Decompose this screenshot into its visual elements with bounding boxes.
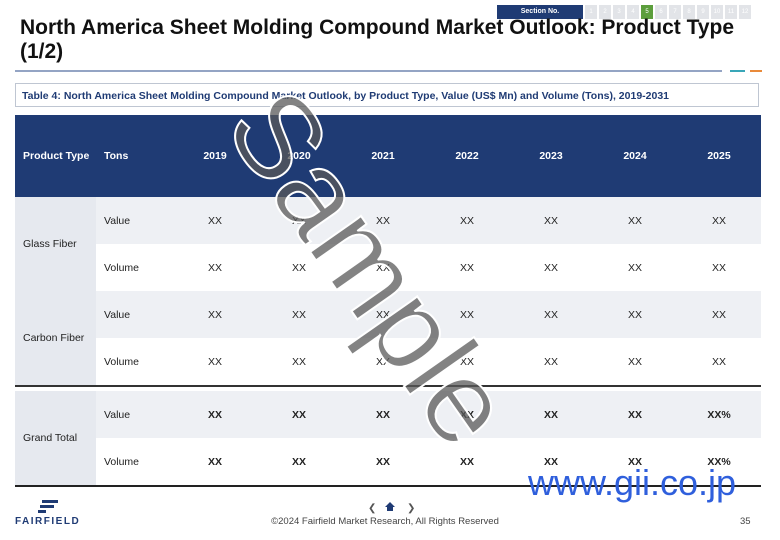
table-cell: XX — [711, 214, 726, 227]
group-cell: Grand Total — [15, 391, 96, 485]
table-cell: XX — [207, 261, 222, 274]
table-cell: XX — [291, 261, 306, 274]
group-cell: Glass Fiber — [15, 197, 96, 291]
table-cell: XX — [627, 355, 642, 368]
table-cell: XX — [543, 214, 558, 227]
table-bottom — [15, 485, 761, 487]
table-cell: XX — [711, 261, 726, 274]
table-cell: XX — [375, 261, 390, 274]
table-cell: XX — [459, 261, 474, 274]
table-cell: XX — [291, 214, 306, 227]
table-cell: XX% — [707, 455, 731, 468]
table-cell: XX — [291, 455, 306, 468]
table-caption: Table 4: North America Sheet Molding Com… — [15, 83, 759, 107]
table-cell: XX — [207, 308, 222, 321]
section-number: 1 — [585, 5, 597, 19]
group-cell: Carbon Fiber — [15, 291, 96, 385]
table-cell: Volume — [104, 261, 140, 274]
table-cell: XX — [543, 261, 558, 274]
section-number: 6 — [655, 5, 667, 19]
table-cell: Value — [104, 214, 131, 227]
row-bg — [96, 291, 761, 338]
header-row — [15, 115, 761, 197]
table-cell: XX — [207, 214, 222, 227]
separator — [15, 385, 761, 387]
section-number: 7 — [669, 5, 681, 19]
header-cell: 2023 — [539, 150, 563, 162]
table-cell: XX — [543, 355, 558, 368]
table-cell: Value — [104, 408, 131, 421]
row-bg — [96, 197, 761, 244]
header-cell: 2025 — [707, 150, 731, 162]
table-cell: XX — [543, 308, 558, 321]
table-cell: XX — [543, 455, 558, 468]
table-cell: XX — [291, 308, 306, 321]
header-cell: Tons — [104, 150, 129, 162]
table-cell: XX — [375, 355, 390, 368]
table-cell: XX — [627, 308, 642, 321]
section-number: 3 — [613, 5, 625, 19]
table-cell: XX — [375, 214, 390, 227]
slide-title: North America Sheet Molding Compound Mar… — [20, 16, 735, 63]
header-cell: Product Type — [23, 150, 90, 162]
section-label: Section No. — [497, 5, 583, 19]
page-number: 35 — [740, 516, 751, 527]
header-cell: 2021 — [371, 150, 395, 162]
table-cell: XX — [291, 408, 306, 421]
table-cell: XX — [375, 455, 390, 468]
table-cell: XX — [459, 355, 474, 368]
table-cell: XX — [711, 308, 726, 321]
section-number: 11 — [725, 5, 737, 19]
table-cell: XX — [459, 408, 474, 421]
table-cell: XX — [375, 308, 390, 321]
section-number: 8 — [683, 5, 695, 19]
section-bar: Section No. 1 2 3 4 5 6 7 8 9 10 11 12 — [497, 5, 751, 19]
section-number: 9 — [697, 5, 709, 19]
svg-text:❯: ❯ — [407, 503, 415, 514]
table-cell: Value — [104, 308, 131, 321]
table-cell: XX — [375, 408, 390, 421]
table-cell: XX — [627, 214, 642, 227]
section-number: 10 — [711, 5, 723, 19]
svg-text:❮: ❮ — [368, 503, 376, 514]
table-cell: XX — [207, 455, 222, 468]
table-cell: Volume — [104, 455, 140, 468]
table-cell: XX — [627, 408, 642, 421]
table-cell: XX — [711, 355, 726, 368]
table-cell: XX — [207, 355, 222, 368]
table-cell: XX — [459, 308, 474, 321]
table-cell: XX — [543, 408, 558, 421]
copyright: ©2024 Fairfield Market Research, All Rig… — [271, 516, 499, 527]
table-cell: XX — [459, 214, 474, 227]
section-number: 5 — [641, 5, 653, 19]
table-cell: XX — [627, 261, 642, 274]
table-cell: Volume — [104, 355, 140, 368]
row-bg — [96, 338, 761, 385]
table-cell: XX — [459, 455, 474, 468]
row-bg — [96, 391, 761, 438]
header-cell: 2020 — [287, 150, 311, 162]
table-cell: XX — [627, 455, 642, 468]
table-cell: XX% — [707, 408, 731, 421]
section-number: 12 — [739, 5, 751, 19]
row-bg — [96, 438, 761, 485]
site-watermark: www.gii.co.jp — [528, 462, 737, 503]
section-number: 2 — [599, 5, 611, 19]
table-cell: XX — [207, 408, 222, 421]
table-cell: XX — [291, 355, 306, 368]
section-number: 4 — [627, 5, 639, 19]
header-cell: 2022 — [455, 150, 479, 162]
logo: FAIRFIELD — [15, 516, 81, 527]
header-cell: 2019 — [203, 150, 227, 162]
row-bg — [96, 244, 761, 291]
header-cell: 2024 — [623, 150, 647, 162]
